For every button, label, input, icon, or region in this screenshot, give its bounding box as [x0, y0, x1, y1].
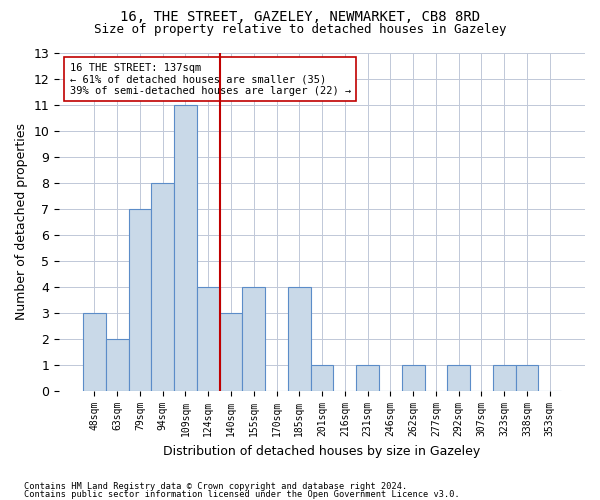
Bar	[493, 365, 515, 391]
Text: Contains HM Land Registry data © Crown copyright and database right 2024.: Contains HM Land Registry data © Crown c…	[24, 482, 407, 491]
Bar	[288, 287, 311, 391]
Text: 16, THE STREET, GAZELEY, NEWMARKET, CB8 8RD: 16, THE STREET, GAZELEY, NEWMARKET, CB8 …	[120, 10, 480, 24]
Bar	[447, 365, 470, 391]
Bar	[220, 313, 242, 391]
Bar	[356, 365, 379, 391]
Bar	[402, 365, 425, 391]
Bar	[174, 104, 197, 391]
Bar	[515, 365, 538, 391]
Bar	[106, 339, 128, 391]
Bar	[197, 287, 220, 391]
Text: 16 THE STREET: 137sqm
← 61% of detached houses are smaller (35)
39% of semi-deta: 16 THE STREET: 137sqm ← 61% of detached …	[70, 62, 351, 96]
Text: Size of property relative to detached houses in Gazeley: Size of property relative to detached ho…	[94, 22, 506, 36]
Bar	[128, 209, 151, 391]
Y-axis label: Number of detached properties: Number of detached properties	[15, 124, 28, 320]
Bar	[242, 287, 265, 391]
Bar	[311, 365, 334, 391]
Bar	[151, 183, 174, 391]
Bar	[83, 313, 106, 391]
Text: Contains public sector information licensed under the Open Government Licence v3: Contains public sector information licen…	[24, 490, 460, 499]
X-axis label: Distribution of detached houses by size in Gazeley: Distribution of detached houses by size …	[163, 444, 481, 458]
